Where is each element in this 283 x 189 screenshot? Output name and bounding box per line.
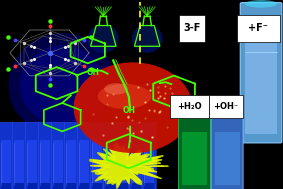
- Bar: [118, 183, 128, 189]
- Bar: [118, 140, 128, 183]
- Bar: [1, 140, 11, 183]
- Bar: [105, 183, 115, 189]
- Bar: [53, 183, 63, 189]
- Text: OH: OH: [86, 68, 99, 77]
- FancyBboxPatch shape: [170, 95, 209, 118]
- Text: +F⁻: +F⁻: [248, 23, 268, 33]
- Ellipse shape: [137, 26, 157, 43]
- Bar: [27, 183, 37, 189]
- Bar: [66, 140, 76, 183]
- Bar: [79, 183, 89, 189]
- FancyBboxPatch shape: [103, 122, 117, 189]
- FancyBboxPatch shape: [179, 15, 205, 42]
- Text: 3-F: 3-F: [183, 23, 200, 33]
- FancyBboxPatch shape: [129, 122, 143, 189]
- Bar: [27, 140, 37, 183]
- Ellipse shape: [20, 45, 105, 125]
- Bar: [40, 183, 50, 189]
- FancyBboxPatch shape: [64, 122, 78, 189]
- Ellipse shape: [245, 0, 277, 8]
- Ellipse shape: [8, 33, 116, 137]
- Bar: [1, 183, 11, 189]
- Bar: [144, 183, 154, 189]
- Ellipse shape: [215, 110, 239, 117]
- FancyBboxPatch shape: [90, 122, 104, 189]
- Bar: [66, 183, 76, 189]
- Bar: [40, 140, 50, 183]
- FancyBboxPatch shape: [51, 122, 65, 189]
- FancyBboxPatch shape: [142, 122, 156, 189]
- FancyBboxPatch shape: [38, 122, 52, 189]
- Bar: [215, 132, 240, 185]
- Polygon shape: [134, 26, 160, 46]
- Text: +H₂O: +H₂O: [177, 102, 202, 111]
- Polygon shape: [91, 26, 116, 46]
- Polygon shape: [93, 145, 164, 186]
- Bar: [92, 140, 102, 183]
- FancyBboxPatch shape: [25, 122, 39, 189]
- Bar: [92, 183, 102, 189]
- FancyBboxPatch shape: [237, 15, 280, 42]
- Ellipse shape: [98, 84, 151, 109]
- Bar: [144, 140, 154, 183]
- FancyBboxPatch shape: [179, 113, 211, 189]
- Text: OH: OH: [123, 106, 136, 115]
- FancyBboxPatch shape: [209, 95, 243, 118]
- FancyBboxPatch shape: [240, 3, 282, 143]
- Bar: [131, 183, 141, 189]
- FancyBboxPatch shape: [77, 122, 91, 189]
- Bar: [131, 140, 141, 183]
- Bar: [53, 140, 63, 183]
- FancyBboxPatch shape: [211, 113, 243, 189]
- FancyBboxPatch shape: [116, 122, 130, 189]
- Polygon shape: [90, 143, 168, 188]
- Bar: [105, 140, 115, 183]
- FancyBboxPatch shape: [12, 122, 26, 189]
- Ellipse shape: [74, 62, 192, 153]
- Ellipse shape: [183, 110, 206, 117]
- Bar: [245, 21, 277, 134]
- Bar: [182, 132, 207, 185]
- Ellipse shape: [104, 83, 128, 94]
- Bar: [14, 183, 24, 189]
- FancyBboxPatch shape: [0, 122, 13, 189]
- Bar: [14, 140, 24, 183]
- Ellipse shape: [132, 25, 163, 53]
- Ellipse shape: [93, 26, 113, 43]
- Text: +OH⁻: +OH⁻: [213, 102, 238, 111]
- Bar: [79, 140, 89, 183]
- Ellipse shape: [88, 25, 119, 53]
